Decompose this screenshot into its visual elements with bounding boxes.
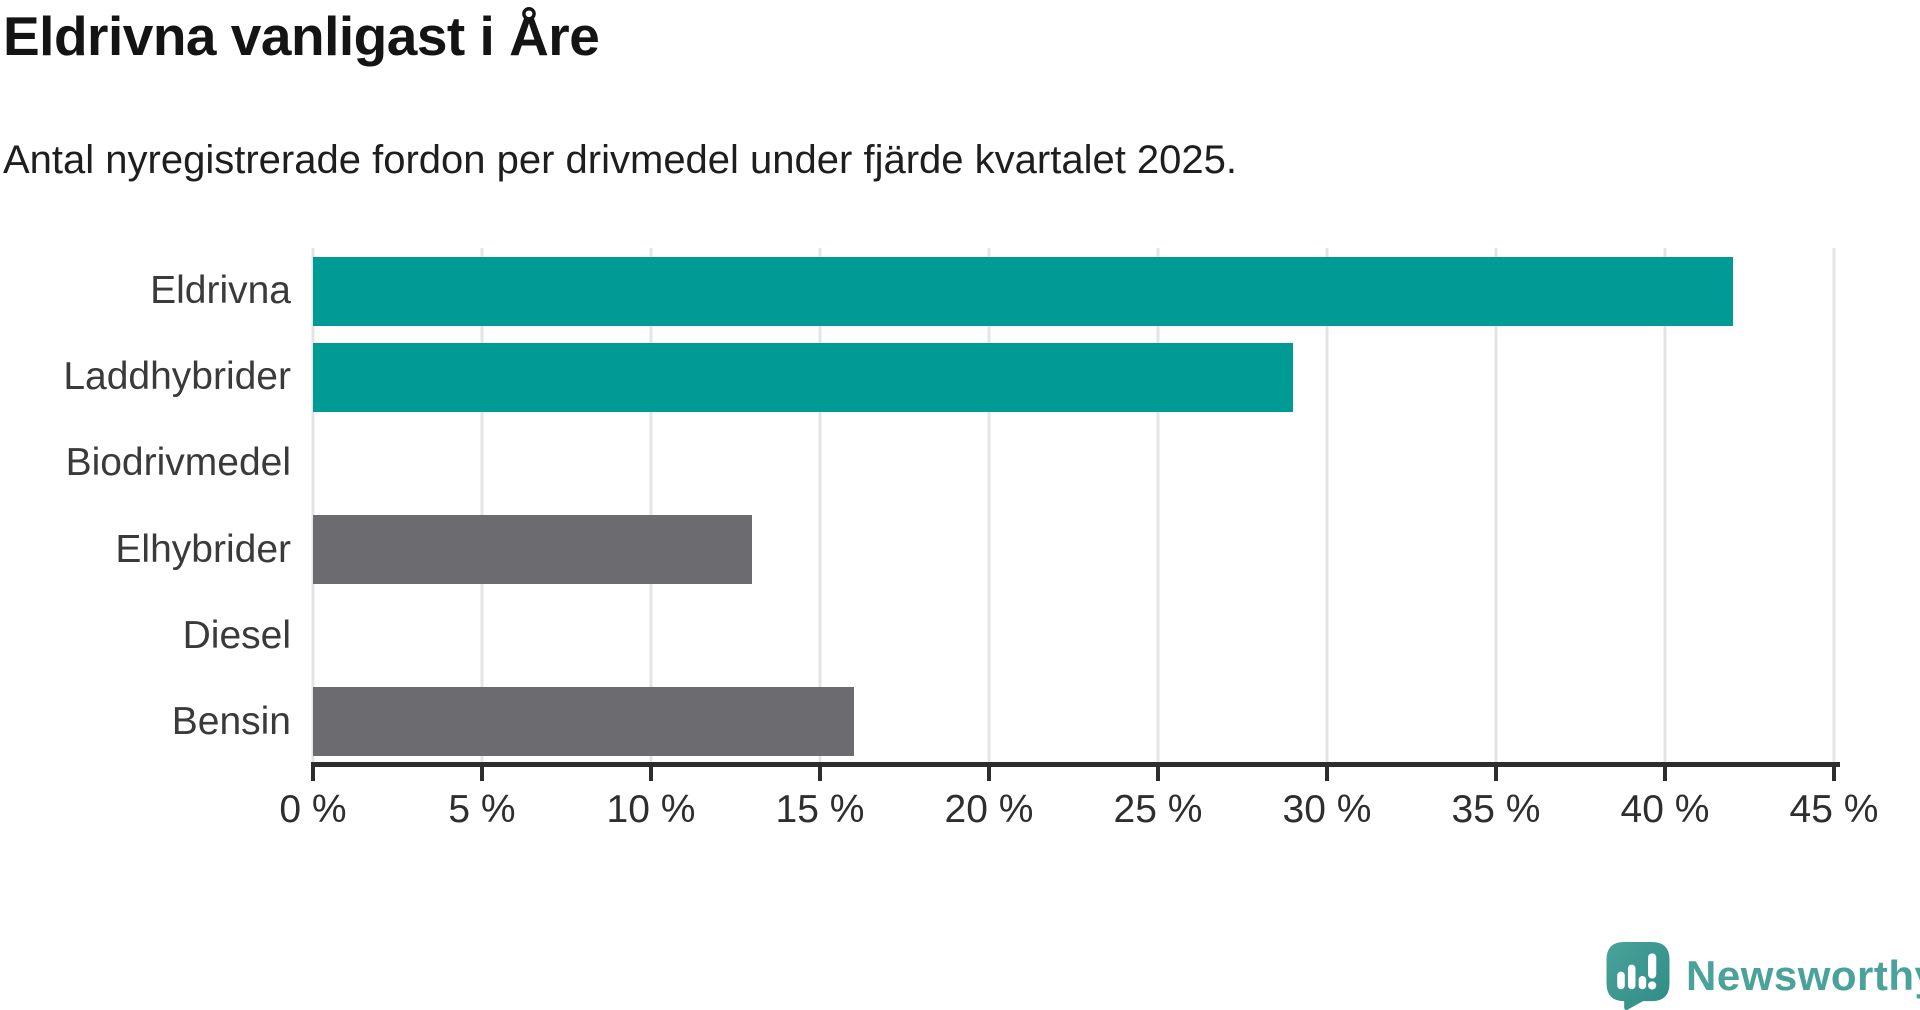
category-label: Diesel bbox=[182, 613, 291, 657]
x-axis-tick bbox=[987, 764, 991, 781]
bar bbox=[313, 515, 753, 584]
x-axis-tick bbox=[649, 764, 653, 781]
x-axis-tick-label: 30 % bbox=[1282, 788, 1372, 831]
chart-subtitle: Antal nyregistrerade fordon per drivmede… bbox=[3, 138, 1238, 182]
x-axis-tick bbox=[1663, 764, 1667, 781]
bar-row: Bensin bbox=[172, 679, 1834, 765]
gridline bbox=[1663, 248, 1667, 765]
x-axis-line bbox=[311, 762, 1840, 767]
category-label: Eldrivna bbox=[150, 269, 291, 313]
category-label: Bensin bbox=[171, 699, 291, 743]
x-axis-tick bbox=[1832, 764, 1836, 781]
category-label: Elhybrider bbox=[115, 527, 291, 571]
bar bbox=[313, 342, 1294, 412]
gridline bbox=[649, 248, 653, 765]
x-axis-tick bbox=[1156, 764, 1160, 781]
bar-row: Biodrivmedel bbox=[66, 420, 1834, 506]
x-axis-tick-label: 0 % bbox=[279, 788, 347, 831]
bar bbox=[313, 256, 1733, 326]
gridline bbox=[1156, 248, 1160, 765]
x-axis-tick-label: 20 % bbox=[944, 788, 1034, 831]
x-axis-tick-label: 5 % bbox=[448, 788, 516, 831]
x-axis-tick bbox=[818, 764, 822, 781]
bar-row: Elhybrider bbox=[115, 507, 1834, 593]
gridline bbox=[1325, 248, 1329, 765]
gridline bbox=[1494, 248, 1498, 765]
newsworthy-speech-bubble-bar-chart-icon bbox=[1606, 942, 1670, 1010]
gridline bbox=[987, 248, 991, 765]
x-axis-tick bbox=[311, 764, 315, 781]
gridline bbox=[480, 248, 484, 765]
x-axis-tick bbox=[1325, 764, 1329, 781]
x-axis-tick-label: 15 % bbox=[775, 788, 865, 831]
x-axis-tick-label: 10 % bbox=[606, 788, 696, 831]
bar-row: Diesel bbox=[183, 593, 1834, 679]
x-axis-tick-label: 40 % bbox=[1620, 788, 1710, 831]
newsworthy-logo: Newsworthy bbox=[1606, 942, 1920, 1010]
gridline bbox=[818, 248, 822, 765]
bar-row: Laddhybrider bbox=[63, 334, 1834, 420]
x-axis-tick-label: 45 % bbox=[1789, 788, 1879, 831]
x-axis-tick bbox=[1494, 764, 1498, 781]
category-label: Laddhybrider bbox=[63, 355, 291, 399]
gridline bbox=[1832, 248, 1836, 765]
gridline bbox=[311, 248, 315, 765]
bar-chart-plot: Eldrivna Laddhybrider Biodrivmedel Elhybrid… bbox=[63, 248, 1878, 831]
bar-row: Eldrivna bbox=[150, 248, 1834, 334]
page-title: Eldrivna vanligast i Åre bbox=[3, 5, 600, 67]
x-axis-tick-label: 35 % bbox=[1451, 788, 1541, 831]
newsworthy-logo-text: Newsworthy bbox=[1686, 952, 1920, 999]
bar bbox=[313, 687, 854, 757]
x-axis-tick bbox=[480, 764, 484, 781]
x-axis-tick-label: 25 % bbox=[1113, 788, 1203, 831]
category-label: Biodrivmedel bbox=[65, 441, 291, 485]
